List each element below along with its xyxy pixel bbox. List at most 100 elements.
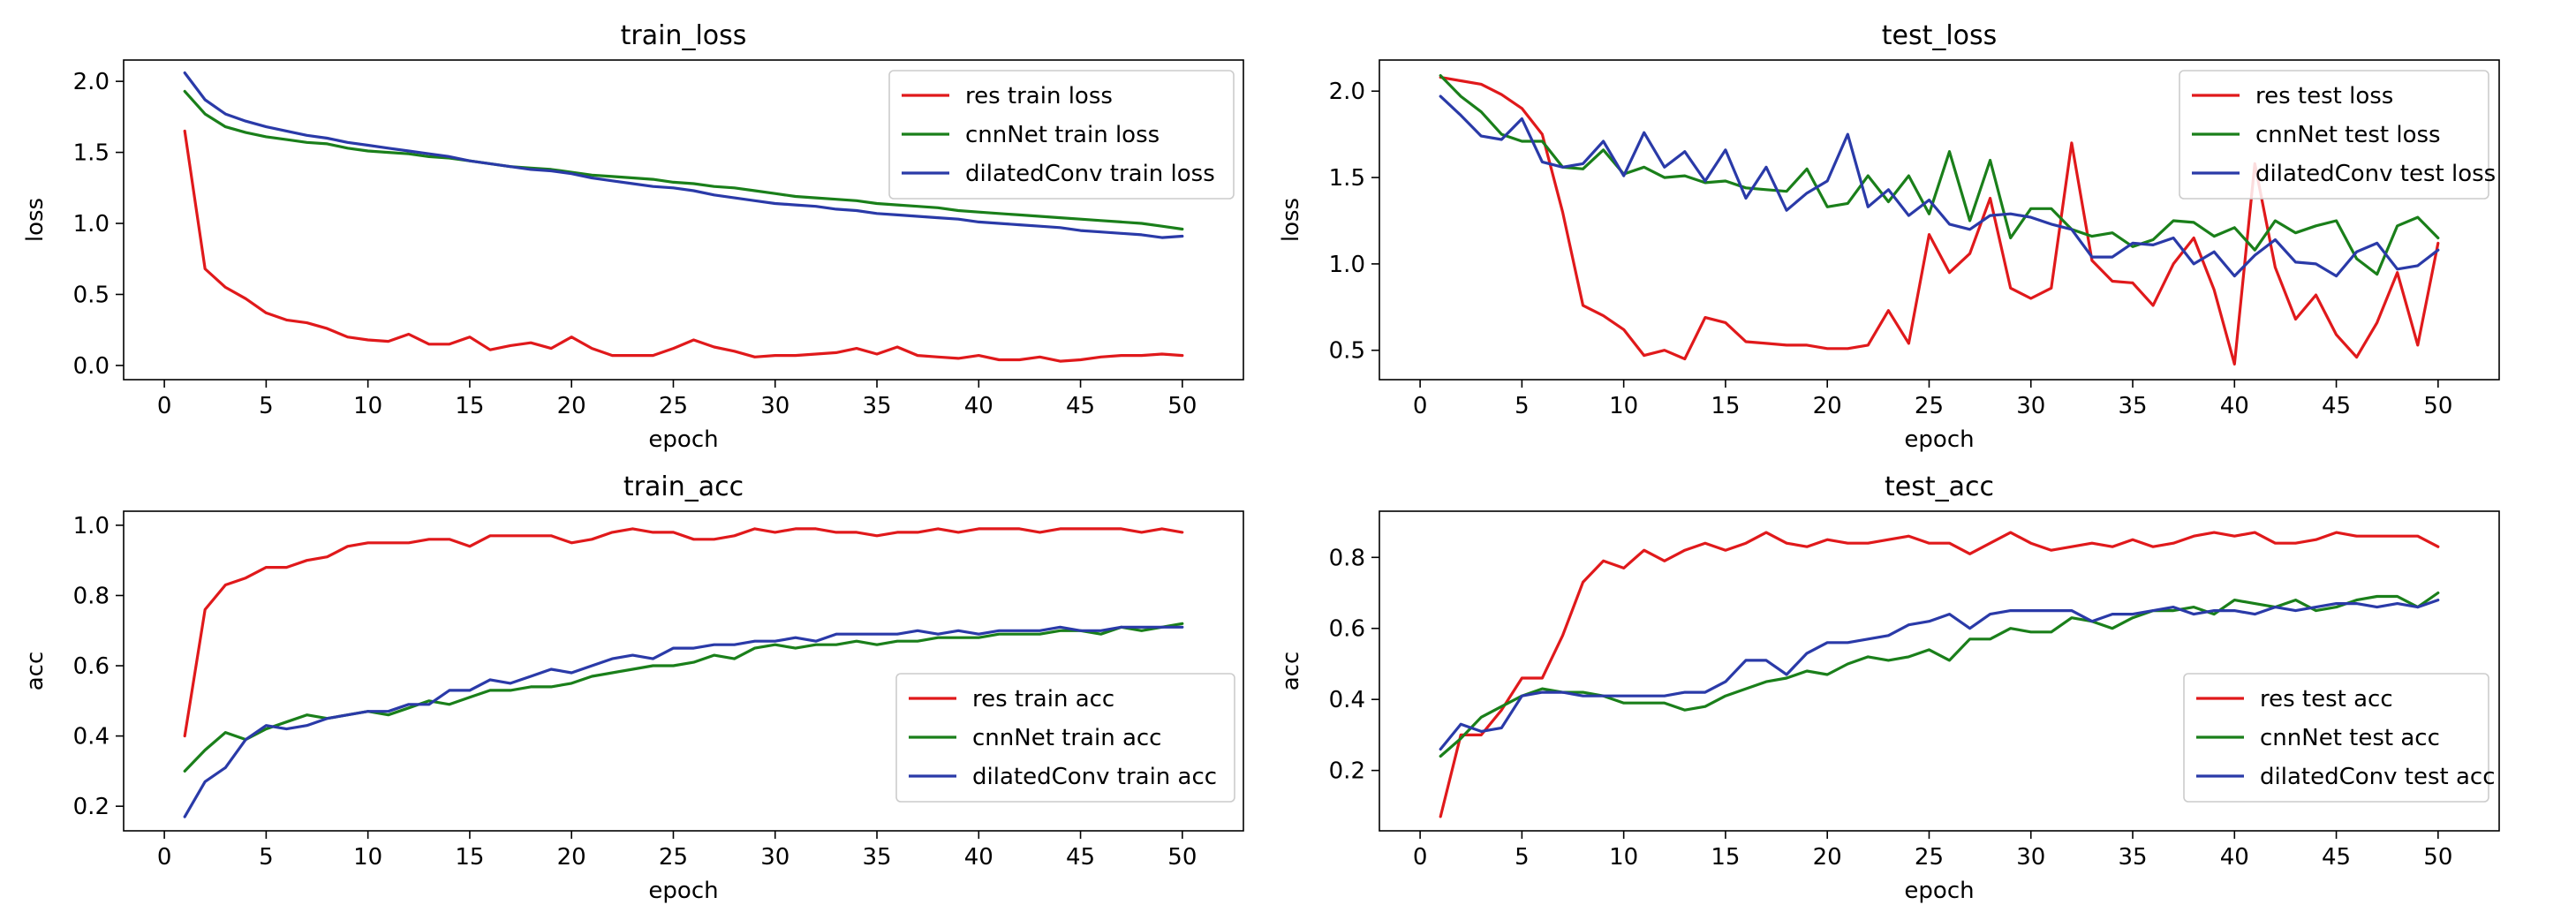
x-tick-label: 25	[1915, 393, 1944, 419]
y-axis-label: acc	[22, 652, 49, 691]
x-tick-label: 25	[1915, 844, 1944, 871]
y-tick-label: 0.8	[73, 583, 110, 609]
y-tick-label: 0.5	[1329, 338, 1365, 365]
x-tick-label: 35	[2118, 844, 2147, 871]
x-tick-label: 40	[2220, 393, 2249, 419]
legend: res test acc cnnNet test acc dilatedConv t…	[2183, 673, 2496, 803]
legend: res test loss cnnNet test loss dilatedConv…	[2179, 70, 2496, 200]
y-tick-label: 2.0	[1329, 79, 1365, 105]
chart-train_acc: train_acc 0 5 10 15 20 25 30 35 40 45 50 0.2 0.4 0.6 0.…	[22, 471, 1244, 904]
legend-box	[895, 673, 1235, 803]
x-tick-label: 25	[659, 844, 688, 871]
x-tick-label: 15	[455, 844, 484, 871]
x-tick-label: 50	[1167, 393, 1197, 419]
y-tick-label: 0.4	[1329, 687, 1365, 713]
x-tick-label: 35	[862, 393, 891, 419]
y-tick-label: 0.0	[73, 353, 110, 380]
x-tick-label: 0	[1413, 844, 1428, 871]
x-axis-label: epoch	[648, 878, 718, 904]
legend-label-res: res train acc	[972, 686, 1114, 713]
y-axis-label: acc	[1278, 652, 1304, 691]
x-tick-label: 45	[2322, 393, 2351, 419]
x-tick-label: 20	[1813, 844, 1842, 871]
x-tick-label: 5	[259, 844, 274, 871]
chart-title: train_acc	[623, 471, 744, 502]
x-tick-label: 25	[659, 393, 688, 419]
x-tick-label: 50	[1167, 844, 1197, 871]
legend-label-cnnNet: cnnNet test loss	[2255, 122, 2441, 148]
legend: res train loss cnnNet train loss dilatedCo…	[888, 70, 1235, 200]
legend-label-dilatedConv: dilatedConv train loss	[965, 161, 1215, 187]
x-tick-label: 50	[2423, 844, 2452, 871]
legend-label-cnnNet: cnnNet test acc	[2260, 725, 2440, 751]
x-tick-label: 0	[157, 393, 172, 419]
legend-box	[2179, 70, 2489, 200]
x-tick-label: 45	[1066, 393, 1095, 419]
x-tick-label: 30	[760, 393, 789, 419]
series-line-cnnNet	[183, 89, 1184, 231]
x-tick-label: 5	[1515, 844, 1530, 871]
series-line-dilatedConv	[1439, 94, 2440, 278]
legend: res train acc cnnNet train acc dilatedConv…	[895, 673, 1235, 803]
y-tick-label: 1.0	[73, 211, 110, 238]
x-tick-label: 45	[1066, 844, 1095, 871]
axes-frame	[1379, 59, 2500, 381]
x-tick-label: 45	[2322, 844, 2351, 871]
chart-train_loss: train_loss 0 5 10 15 20 25 30 35 40 45 50 0.0 0.5 1.0 1…	[22, 20, 1244, 453]
x-tick-label: 30	[2016, 393, 2045, 419]
series-line-cnnNet	[1439, 73, 2440, 276]
y-tick-label: 0.5	[73, 282, 110, 308]
chart-title: test_loss	[1882, 20, 1998, 51]
x-tick-label: 10	[1609, 844, 1638, 871]
series-line-dilatedConv	[183, 71, 1184, 239]
legend-label-cnnNet: cnnNet train acc	[972, 725, 1161, 751]
x-tick-label: 15	[1711, 393, 1740, 419]
series-line-res	[183, 527, 1184, 738]
x-tick-label: 20	[557, 844, 586, 871]
legend-label-res: res test loss	[2255, 83, 2393, 109]
y-tick-label: 2.0	[73, 69, 110, 95]
x-tick-label: 5	[259, 393, 274, 419]
y-tick-label: 0.6	[73, 653, 110, 680]
x-axis-label: epoch	[1904, 878, 1974, 904]
series-line-res	[1439, 75, 2440, 366]
chart-test_acc: test_acc 0 5 10 15 20 25 30 35 40 45 50 0.2 0.4 0.6 0.8…	[1278, 471, 2500, 904]
x-tick-label: 50	[2423, 393, 2452, 419]
chart-title: train_loss	[621, 20, 747, 51]
y-tick-label: 0.6	[1329, 616, 1365, 643]
y-tick-label: 0.2	[1329, 758, 1365, 785]
y-tick-label: 0.4	[73, 724, 110, 750]
axes-frame	[123, 59, 1244, 381]
y-tick-label: 1.0	[73, 513, 110, 539]
x-tick-label: 0	[157, 844, 172, 871]
x-tick-label: 0	[1413, 393, 1428, 419]
series-line-dilatedConv	[1439, 598, 2440, 751]
x-tick-label: 10	[353, 844, 382, 871]
x-tick-label: 20	[1813, 393, 1842, 419]
x-tick-label: 15	[1711, 844, 1740, 871]
x-tick-label: 35	[862, 844, 891, 871]
legend-box	[888, 70, 1235, 200]
x-axis-label: epoch	[648, 426, 718, 453]
y-axis-label: loss	[1278, 198, 1304, 242]
x-tick-label: 30	[760, 844, 789, 871]
x-tick-label: 10	[353, 393, 382, 419]
legend-box	[2183, 673, 2489, 803]
x-tick-label: 40	[2220, 844, 2249, 871]
x-tick-label: 40	[964, 844, 993, 871]
y-tick-label: 1.5	[73, 140, 110, 167]
y-tick-label: 0.2	[73, 794, 110, 820]
series-line-res	[183, 129, 1184, 363]
x-tick-label: 35	[2118, 393, 2147, 419]
axes-frame	[1379, 510, 2500, 832]
legend-label-dilatedConv: dilatedConv test acc	[2260, 764, 2496, 790]
x-tick-label: 15	[455, 393, 484, 419]
y-tick-label: 0.8	[1329, 545, 1365, 571]
y-tick-label: 1.5	[1329, 165, 1365, 192]
legend-label-dilatedConv: dilatedConv test loss	[2255, 161, 2496, 187]
axes-frame	[123, 510, 1244, 832]
legend-label-dilatedConv: dilatedConv train acc	[972, 764, 1217, 790]
legend-label-res: res test acc	[2260, 686, 2393, 713]
chart-title: test_acc	[1885, 471, 1994, 502]
